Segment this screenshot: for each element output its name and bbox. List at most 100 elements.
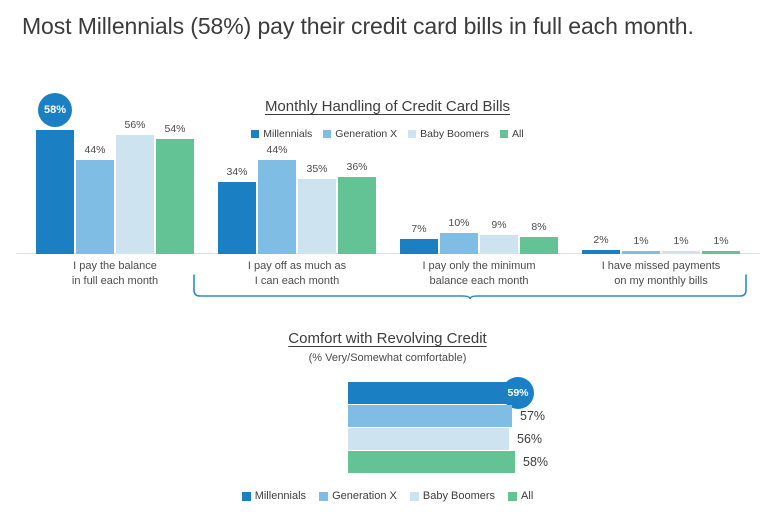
hbar-value-label: 58% bbox=[523, 455, 549, 469]
bar-value-label: 1% bbox=[673, 235, 689, 247]
legend-swatch-icon bbox=[508, 491, 518, 501]
bar-group-2-series-1 bbox=[440, 233, 478, 254]
legend-swatch-icon bbox=[251, 130, 260, 138]
bottom-chart: Comfort with Revolving Credit (% Very/So… bbox=[0, 330, 775, 512]
hbar-value-label: 57% bbox=[520, 409, 546, 423]
bar-value-label: 35% bbox=[306, 163, 328, 175]
bar-group-0-series-3 bbox=[156, 139, 194, 254]
bar bbox=[218, 182, 256, 254]
bar-value-label: 54% bbox=[164, 123, 186, 135]
legend-item-generation-x: Generation X bbox=[323, 128, 397, 140]
legend-item-all: All bbox=[500, 128, 524, 140]
bar bbox=[702, 251, 740, 254]
legend-label: Generation X bbox=[335, 128, 398, 140]
bar bbox=[400, 239, 438, 254]
bar-group-0-series-0 bbox=[36, 130, 74, 254]
bar-value-label: 9% bbox=[491, 219, 507, 231]
bar-group-1-series-2 bbox=[298, 179, 336, 254]
bar bbox=[480, 235, 518, 254]
category-label-line: I can each month bbox=[254, 275, 340, 287]
bar bbox=[36, 130, 74, 254]
bar-value-label: 1% bbox=[633, 235, 649, 247]
bar-value-label: 8% bbox=[531, 221, 547, 233]
hbar-row-2 bbox=[348, 428, 509, 450]
category-label-line: balance each month bbox=[429, 275, 529, 287]
hbar-row-0 bbox=[348, 382, 518, 404]
bar-value-label: 56% bbox=[124, 119, 146, 131]
x-axis-line bbox=[16, 253, 760, 254]
hbar bbox=[348, 451, 515, 473]
bottom-chart-title: Comfort with Revolving Credit bbox=[288, 330, 487, 347]
top-chart-legend: Millennials Generation X Baby Boomers All bbox=[0, 128, 775, 140]
bar-value-label: 36% bbox=[346, 161, 368, 173]
category-label-0: I pay the balance in full each month bbox=[30, 259, 200, 289]
legend-label: Baby Boomers bbox=[422, 490, 496, 502]
legend-label: Baby Boomers bbox=[420, 128, 490, 140]
legend-label: Millennials bbox=[254, 490, 307, 502]
legend-label: Millennials bbox=[263, 128, 313, 140]
grouping-brace bbox=[193, 274, 747, 300]
bar bbox=[258, 160, 296, 254]
hbar-row-1 bbox=[348, 405, 512, 427]
category-label-line: on my monthly bills bbox=[614, 275, 708, 287]
legend-swatch-icon bbox=[500, 130, 509, 138]
hbar bbox=[348, 428, 509, 450]
bar-value-label: 2% bbox=[593, 234, 609, 246]
bar-value-label: 7% bbox=[411, 223, 427, 235]
category-label-line: I pay only the minimum bbox=[422, 260, 536, 272]
bar-group-2-series-2 bbox=[480, 235, 518, 254]
hbar bbox=[348, 382, 518, 404]
bar bbox=[298, 179, 336, 254]
top-chart-plot-area: 58% 34% 7% 2% 44% 44% 10% 1% 56% 35% 9% 1% 54% 36% 8% 1… bbox=[0, 93, 775, 254]
bar-group-3-series-2 bbox=[662, 251, 700, 254]
bottom-chart-subtitle: (% Very/Somewhat comfortable) bbox=[308, 352, 467, 364]
bar bbox=[76, 160, 114, 254]
legend-item-millennials: Millennials bbox=[251, 128, 312, 140]
bar-group-2-series-0 bbox=[400, 239, 438, 254]
top-chart-title: Monthly Handling of Credit Card Bills bbox=[264, 98, 511, 115]
legend-swatch-icon bbox=[409, 491, 419, 501]
category-label-2: I pay only the minimum balance each month bbox=[394, 259, 564, 289]
bar-value-label: 44% bbox=[266, 144, 288, 156]
legend-item-all: All bbox=[508, 490, 533, 502]
bar-group-3-series-0 bbox=[582, 250, 620, 254]
hbar-row-3 bbox=[348, 451, 515, 473]
bar bbox=[338, 177, 376, 254]
hbar bbox=[348, 405, 512, 427]
category-label-1: I pay off as much as I can each month bbox=[212, 259, 382, 289]
bar bbox=[622, 251, 660, 254]
legend-swatch-icon bbox=[241, 491, 251, 501]
legend-label: All bbox=[521, 490, 534, 502]
category-label-line: in full each month bbox=[71, 275, 159, 287]
category-label-line: I pay the balance bbox=[73, 260, 157, 272]
bar bbox=[582, 250, 620, 254]
bar bbox=[116, 135, 154, 254]
legend-item-baby-boomers: Baby Boomers bbox=[409, 490, 496, 502]
legend-label: All bbox=[512, 128, 524, 140]
bar-group-3-series-3 bbox=[702, 251, 740, 254]
bar bbox=[440, 233, 478, 254]
bar-value-label: 10% bbox=[448, 217, 470, 229]
legend-item-millennials: Millennials bbox=[241, 490, 307, 502]
category-label-line: I pay off as much as bbox=[247, 260, 347, 272]
bar-group-0-series-2 bbox=[116, 135, 154, 254]
category-label-3: I have missed payments on my monthly bill… bbox=[576, 259, 746, 289]
bar-value-label: 1% bbox=[713, 235, 729, 247]
bottom-chart-plot-area: 59% 57% 56% 58% bbox=[348, 377, 588, 474]
legend-swatch-icon bbox=[323, 130, 332, 138]
bar bbox=[662, 251, 700, 254]
legend-swatch-icon bbox=[319, 491, 329, 501]
legend-item-baby-boomers: Baby Boomers bbox=[408, 128, 489, 140]
bar-group-1-series-3 bbox=[338, 177, 376, 254]
bottom-chart-legend: Millennials Generation X Baby Boomers All bbox=[0, 490, 775, 502]
top-chart: Monthly Handling of Credit Card Bills Mi… bbox=[0, 93, 775, 298]
bar-value-label: 44% bbox=[84, 144, 106, 156]
highlight-badge: 59% bbox=[502, 377, 534, 409]
bar-group-2-series-3 bbox=[520, 237, 558, 254]
legend-item-generation-x: Generation X bbox=[319, 490, 397, 502]
bar-group-3-series-1 bbox=[622, 251, 660, 254]
bar-group-1-series-0 bbox=[218, 182, 256, 254]
legend-swatch-icon bbox=[408, 130, 417, 138]
legend-label: Generation X bbox=[332, 490, 397, 502]
bar-group-0-series-1 bbox=[76, 160, 114, 254]
